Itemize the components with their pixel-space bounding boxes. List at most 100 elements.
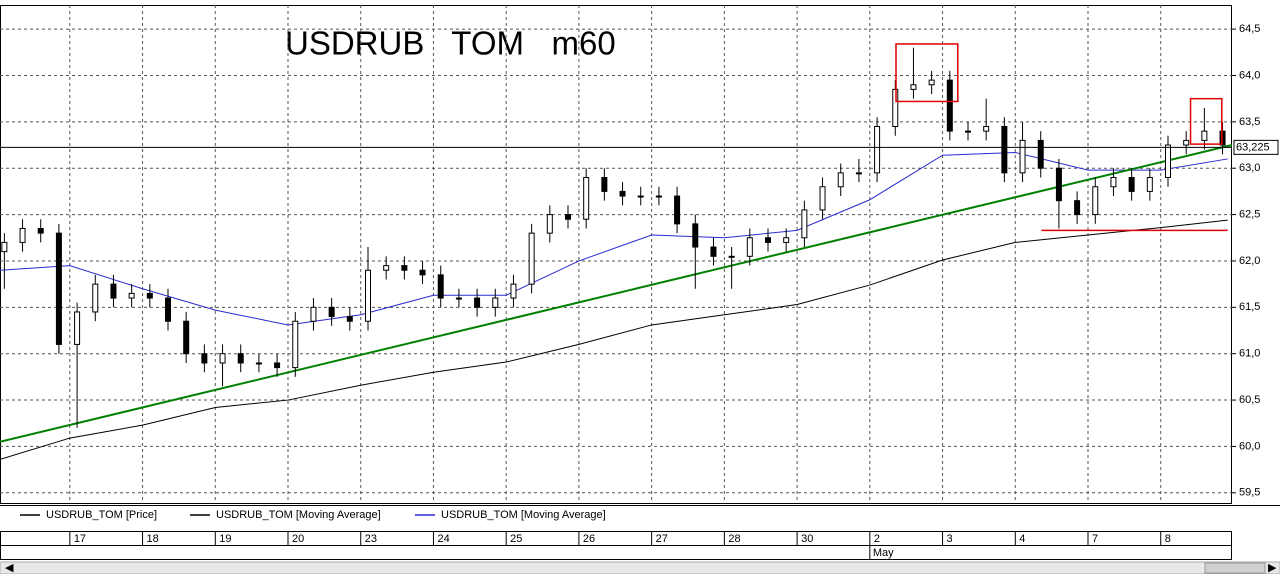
candle-body: [183, 320, 190, 355]
candle-body: [837, 172, 844, 188]
candle-body: [1201, 130, 1208, 141]
candle-body: [1128, 176, 1135, 192]
x-tick-label: 26: [583, 533, 595, 545]
candle-body: [1019, 139, 1026, 174]
candle-body: [783, 237, 790, 243]
candle-body: [728, 255, 735, 258]
x-tick-label: 7: [1092, 533, 1098, 545]
x-tick-label: 30: [801, 533, 813, 545]
candle-body: [92, 283, 99, 313]
candle-body: [1001, 125, 1008, 174]
x-tick-label: 2: [874, 533, 880, 545]
x-tick-label: 17: [74, 533, 86, 545]
x-tick-label: 28: [728, 533, 740, 545]
candle-body: [546, 214, 553, 234]
candle-body: [1037, 139, 1044, 169]
x-tick-label: 27: [656, 533, 668, 545]
candle-body: [619, 190, 626, 197]
scrollbar[interactable]: [0, 561, 1280, 574]
candle-body: [1146, 176, 1153, 192]
candle-body: [674, 195, 681, 225]
candle-body: [1165, 144, 1171, 178]
candle-body: [219, 353, 226, 364]
candle-body: [365, 269, 371, 322]
candle-body: [165, 297, 171, 322]
moving-average-line: [0, 151, 1228, 326]
moving-average-line: [0, 219, 1228, 460]
candle-body: [201, 353, 208, 364]
candle-body: [146, 292, 153, 299]
candle-body: [928, 79, 935, 86]
scroll-right[interactable]: ▶: [1268, 562, 1277, 574]
candle-body: [946, 79, 953, 132]
legend-label: USDRUB_TOM [Moving Average]: [216, 509, 381, 521]
candle-body: [255, 362, 262, 365]
x-tick-label: 20: [292, 533, 304, 545]
candle-body: [292, 320, 299, 369]
candle-body: [965, 130, 971, 133]
candle-body: [1055, 167, 1062, 202]
trend-line: [0, 144, 1233, 443]
candle-body: [692, 223, 699, 248]
candle-body: [874, 125, 881, 174]
candle-body: [110, 283, 117, 299]
highlight-box: [1189, 97, 1223, 145]
y-tick-label: 62,0: [1239, 255, 1260, 267]
candle-body: [601, 176, 608, 192]
last-price-box: [1233, 139, 1279, 155]
y-tick-label: 64,5: [1239, 23, 1260, 35]
scroll-left[interactable]: ◀: [5, 562, 14, 574]
candle-body: [801, 209, 808, 239]
candle-body: [637, 195, 644, 198]
candle-body: [855, 172, 862, 175]
candle-body: [401, 265, 408, 271]
candle-body: [274, 362, 281, 369]
legend-label: USDRUB_TOM [Price]: [46, 509, 157, 521]
x-tick-label: 25: [510, 533, 522, 545]
x-tick-label: 8: [1165, 533, 1171, 545]
candle-body: [492, 297, 499, 308]
candle-body: [710, 246, 717, 257]
candle-body: [328, 306, 335, 318]
legend-label: USDRUB_TOM [Moving Average]: [441, 509, 606, 521]
candle-body: [346, 316, 353, 322]
month-label: May: [873, 547, 894, 559]
candle-body: [983, 125, 990, 132]
y-tick-label: 59,5: [1239, 487, 1260, 499]
y-tick-label: 60,5: [1239, 394, 1260, 406]
x-tick-label: 4: [1019, 533, 1025, 545]
candle-body: [765, 237, 771, 243]
candle-body: [74, 311, 81, 345]
y-tick-label: 62,5: [1239, 208, 1260, 220]
candle-body: [419, 269, 426, 276]
candle-body: [510, 283, 517, 299]
y-tick-label: 61,0: [1239, 348, 1260, 360]
candle-body: [37, 227, 44, 234]
y-tick-label: 61,5: [1239, 301, 1260, 313]
scrollbar-thumb[interactable]: [1204, 562, 1266, 574]
candle-body: [528, 232, 535, 285]
candle-body: [1, 241, 8, 253]
candle-body: [455, 297, 462, 300]
x-tick-label: 3: [947, 533, 953, 545]
candle-body: [746, 237, 753, 257]
chart-title: USDRUB TOM m60: [285, 25, 616, 62]
candle-body: [1092, 186, 1099, 216]
y-tick-label: 63,5: [1239, 116, 1260, 128]
y-tick-label: 63,0: [1239, 162, 1260, 174]
candle-body: [237, 353, 244, 364]
candle-body: [565, 214, 571, 220]
candle-body: [310, 306, 317, 322]
candle-body: [437, 274, 444, 299]
candle-body: [655, 195, 662, 198]
candle-body: [19, 227, 26, 243]
plot-frame: [0, 5, 1232, 504]
y-tick-label: 60,0: [1239, 440, 1260, 452]
candle-body: [1074, 200, 1081, 216]
candle-body: [583, 176, 590, 220]
x-tick-label: 23: [365, 533, 377, 545]
last-price-label: 63,225: [1236, 141, 1270, 153]
candle-body: [383, 265, 390, 271]
x-tick-label: 24: [437, 533, 449, 545]
